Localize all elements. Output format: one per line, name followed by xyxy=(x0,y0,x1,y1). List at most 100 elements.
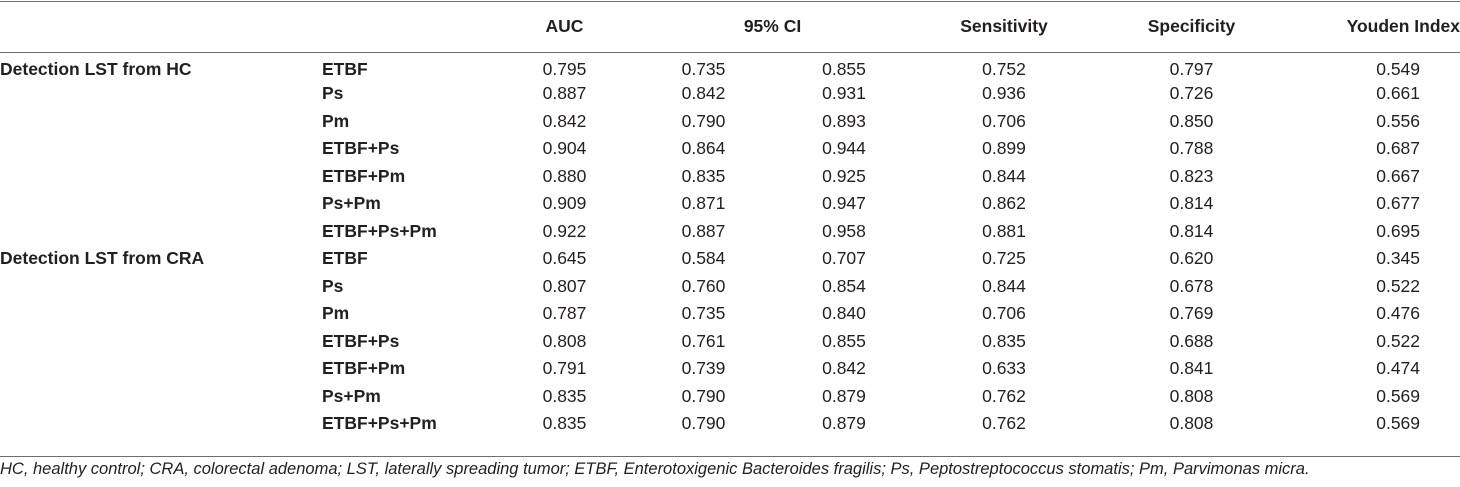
cell-ci-low: 0.790 xyxy=(681,413,726,434)
group-label xyxy=(0,163,322,191)
cell-youden: 0.345 xyxy=(1376,248,1421,269)
results-table: AUC 95% CI Sensitivity Specificity Youde… xyxy=(0,0,1460,438)
table-row: Detection LST from CRA ETBF 0.645 0.584 0.70… xyxy=(0,245,1460,273)
cell-sensitivity: 0.762 xyxy=(982,385,1026,406)
table-row: ETBF+Ps 0.808 0.761 0.855 0.835 0.688 0.522 xyxy=(0,328,1460,356)
cell-specificity: 0.823 xyxy=(1169,165,1214,186)
cell-ci-high: 0.944 xyxy=(822,138,866,159)
model-name: ETBF xyxy=(322,248,368,269)
cell-sensitivity: 0.633 xyxy=(982,358,1026,379)
table-row: Pm 0.787 0.735 0.840 0.706 0.769 0.476 xyxy=(0,300,1460,328)
top-rule xyxy=(0,1,1460,2)
cell-ci-high: 0.855 xyxy=(822,58,866,79)
cell-ci-high: 0.931 xyxy=(822,83,866,104)
cell-ci-high: 0.879 xyxy=(822,385,866,406)
cell-auc: 0.835 xyxy=(542,413,587,434)
cell-sensitivity: 0.844 xyxy=(982,275,1026,296)
bottom-rule xyxy=(0,456,1460,457)
cell-specificity: 0.769 xyxy=(1169,303,1214,324)
model-name: ETBF+Ps xyxy=(322,138,400,159)
model-name: ETBF+Ps+Pm xyxy=(322,220,437,241)
cell-youden: 0.474 xyxy=(1376,358,1421,379)
cell-auc: 0.887 xyxy=(542,83,587,104)
cell-ci-high: 0.855 xyxy=(822,330,866,351)
cell-auc: 0.791 xyxy=(542,358,587,379)
model-name: ETBF+Ps xyxy=(322,330,400,351)
cell-youden: 0.549 xyxy=(1376,58,1421,79)
header-blank-model xyxy=(322,0,497,52)
cell-auc: 0.835 xyxy=(542,385,587,406)
table-row: Ps+Pm 0.835 0.790 0.879 0.762 0.808 0.569 xyxy=(0,383,1460,411)
cell-sensitivity: 0.899 xyxy=(982,138,1026,159)
cell-ci-low: 0.735 xyxy=(681,58,726,79)
cell-sensitivity: 0.706 xyxy=(982,303,1026,324)
cell-sensitivity: 0.835 xyxy=(982,330,1026,351)
cell-specificity: 0.726 xyxy=(1169,83,1214,104)
header-ci: 95% CI xyxy=(743,15,802,36)
header-sensitivity: Sensitivity xyxy=(960,15,1048,36)
table-row: Ps 0.807 0.760 0.854 0.844 0.678 0.522 xyxy=(0,273,1460,301)
cell-ci-high: 0.879 xyxy=(822,413,866,434)
cell-auc: 0.880 xyxy=(542,165,587,186)
header-rule xyxy=(0,52,1460,53)
header-youden: Youden Index xyxy=(1346,15,1460,36)
table-row: ETBF+Ps+Pm 0.835 0.790 0.879 0.762 0.808 0.569 xyxy=(0,410,1460,438)
cell-youden: 0.661 xyxy=(1376,83,1421,104)
group-label xyxy=(0,108,322,136)
cell-ci-low: 0.739 xyxy=(681,358,726,379)
group-label xyxy=(0,328,322,356)
model-name: ETBF+Pm xyxy=(322,358,406,379)
model-name: Pm xyxy=(322,110,350,131)
cell-youden: 0.476 xyxy=(1376,303,1421,324)
model-name: ETBF+Pm xyxy=(322,165,406,186)
cell-ci-high: 0.925 xyxy=(822,165,866,186)
cell-youden: 0.569 xyxy=(1376,385,1421,406)
model-name: ETBF+Ps+Pm xyxy=(322,413,437,434)
model-name: Ps xyxy=(322,83,344,104)
cell-ci-high: 0.854 xyxy=(822,275,866,296)
cell-youden: 0.695 xyxy=(1376,220,1421,241)
model-name: Ps+Pm xyxy=(322,193,381,214)
table-row: Detection LST from HC ETBF 0.795 0.735 0.855… xyxy=(0,52,1460,80)
cell-auc: 0.645 xyxy=(542,248,587,269)
cell-ci-low: 0.864 xyxy=(681,138,726,159)
cell-sensitivity: 0.936 xyxy=(982,83,1026,104)
table-row: ETBF+Ps+Pm 0.922 0.887 0.958 0.881 0.814 0.695 xyxy=(0,218,1460,246)
table-row: Ps+Pm 0.909 0.871 0.947 0.862 0.814 0.677 xyxy=(0,190,1460,218)
cell-ci-low: 0.790 xyxy=(681,385,726,406)
table-body: Detection LST from HC ETBF 0.795 0.735 0.855… xyxy=(0,52,1460,438)
cell-ci-low: 0.835 xyxy=(681,165,726,186)
cell-ci-low: 0.735 xyxy=(681,303,726,324)
group-label: Detection LST from HC xyxy=(0,58,192,79)
cell-specificity: 0.620 xyxy=(1169,248,1214,269)
table-row: Pm 0.842 0.790 0.893 0.706 0.850 0.556 xyxy=(0,108,1460,136)
group-label: Detection LST from CRA xyxy=(0,248,205,269)
group-label xyxy=(0,273,322,301)
cell-youden: 0.667 xyxy=(1376,165,1421,186)
cell-sensitivity: 0.752 xyxy=(982,58,1026,79)
cell-ci-low: 0.584 xyxy=(681,248,726,269)
cell-ci-high: 0.893 xyxy=(822,110,866,131)
cell-youden: 0.522 xyxy=(1376,275,1421,296)
cell-sensitivity: 0.762 xyxy=(982,413,1026,434)
cell-specificity: 0.814 xyxy=(1169,220,1214,241)
cell-youden: 0.556 xyxy=(1376,110,1421,131)
cell-specificity: 0.797 xyxy=(1169,58,1214,79)
cell-auc: 0.795 xyxy=(542,58,587,79)
cell-youden: 0.687 xyxy=(1376,138,1421,159)
group-label xyxy=(0,383,322,411)
group-label xyxy=(0,355,322,383)
cell-ci-high: 0.842 xyxy=(822,358,866,379)
cell-ci-low: 0.761 xyxy=(681,330,726,351)
cell-specificity: 0.678 xyxy=(1169,275,1214,296)
table-row: ETBF+Ps 0.904 0.864 0.944 0.899 0.788 0.687 xyxy=(0,135,1460,163)
cell-specificity: 0.850 xyxy=(1169,110,1214,131)
header-row: AUC 95% CI Sensitivity Specificity Youde… xyxy=(0,0,1460,52)
group-label xyxy=(0,410,322,438)
group-label xyxy=(0,218,322,246)
cell-ci-high: 0.840 xyxy=(822,303,866,324)
cell-sensitivity: 0.881 xyxy=(982,220,1026,241)
header-blank-group xyxy=(0,0,322,52)
cell-sensitivity: 0.706 xyxy=(982,110,1026,131)
cell-ci-high: 0.958 xyxy=(822,220,866,241)
